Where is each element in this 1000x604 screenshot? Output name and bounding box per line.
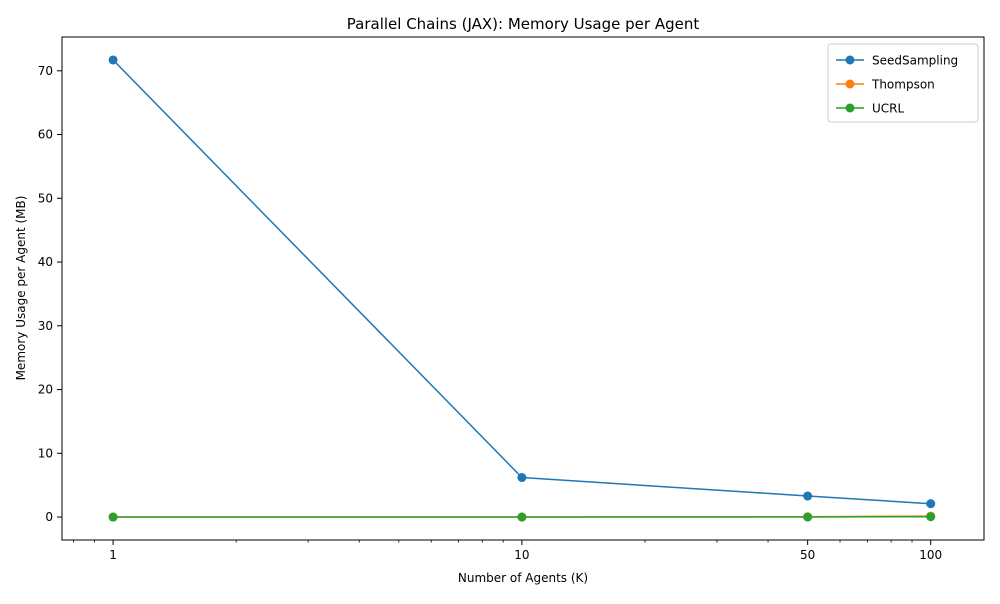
data-point bbox=[109, 55, 118, 64]
x-axis-label: Number of Agents (K) bbox=[458, 571, 588, 585]
y-tick-label: 20 bbox=[38, 383, 53, 397]
legend-swatch-marker bbox=[846, 80, 855, 89]
legend-entry-label: UCRL bbox=[872, 102, 905, 116]
y-tick-label: 40 bbox=[38, 255, 53, 269]
y-tick-label: 60 bbox=[38, 128, 53, 142]
legend: SeedSampling Thompson UCRL bbox=[828, 44, 978, 122]
y-tick-label: 0 bbox=[45, 510, 53, 524]
x-tick-label: 1 bbox=[109, 548, 117, 562]
data-point bbox=[803, 492, 812, 501]
x-tick-label: 50 bbox=[800, 548, 815, 562]
y-tick-label: 30 bbox=[38, 319, 53, 333]
legend-swatch-marker bbox=[846, 56, 855, 65]
y-tick-label: 70 bbox=[38, 64, 53, 78]
legend-entry-label: SeedSampling bbox=[872, 54, 958, 68]
data-point bbox=[803, 513, 812, 522]
x-tick-label: 10 bbox=[514, 548, 529, 562]
y-axis-label: Memory Usage per Agent (MB) bbox=[14, 196, 28, 381]
y-tick-label: 10 bbox=[38, 446, 53, 460]
data-point bbox=[109, 513, 118, 522]
data-point bbox=[926, 512, 935, 521]
data-point bbox=[517, 473, 526, 482]
y-tick-label: 50 bbox=[38, 191, 53, 205]
x-tick-label: 100 bbox=[919, 548, 942, 562]
chart-title: Parallel Chains (JAX): Memory Usage per … bbox=[347, 15, 700, 33]
data-point bbox=[517, 513, 526, 522]
legend-entry-label: Thompson bbox=[871, 78, 935, 92]
data-point bbox=[926, 499, 935, 508]
legend-swatch-marker bbox=[846, 104, 855, 113]
